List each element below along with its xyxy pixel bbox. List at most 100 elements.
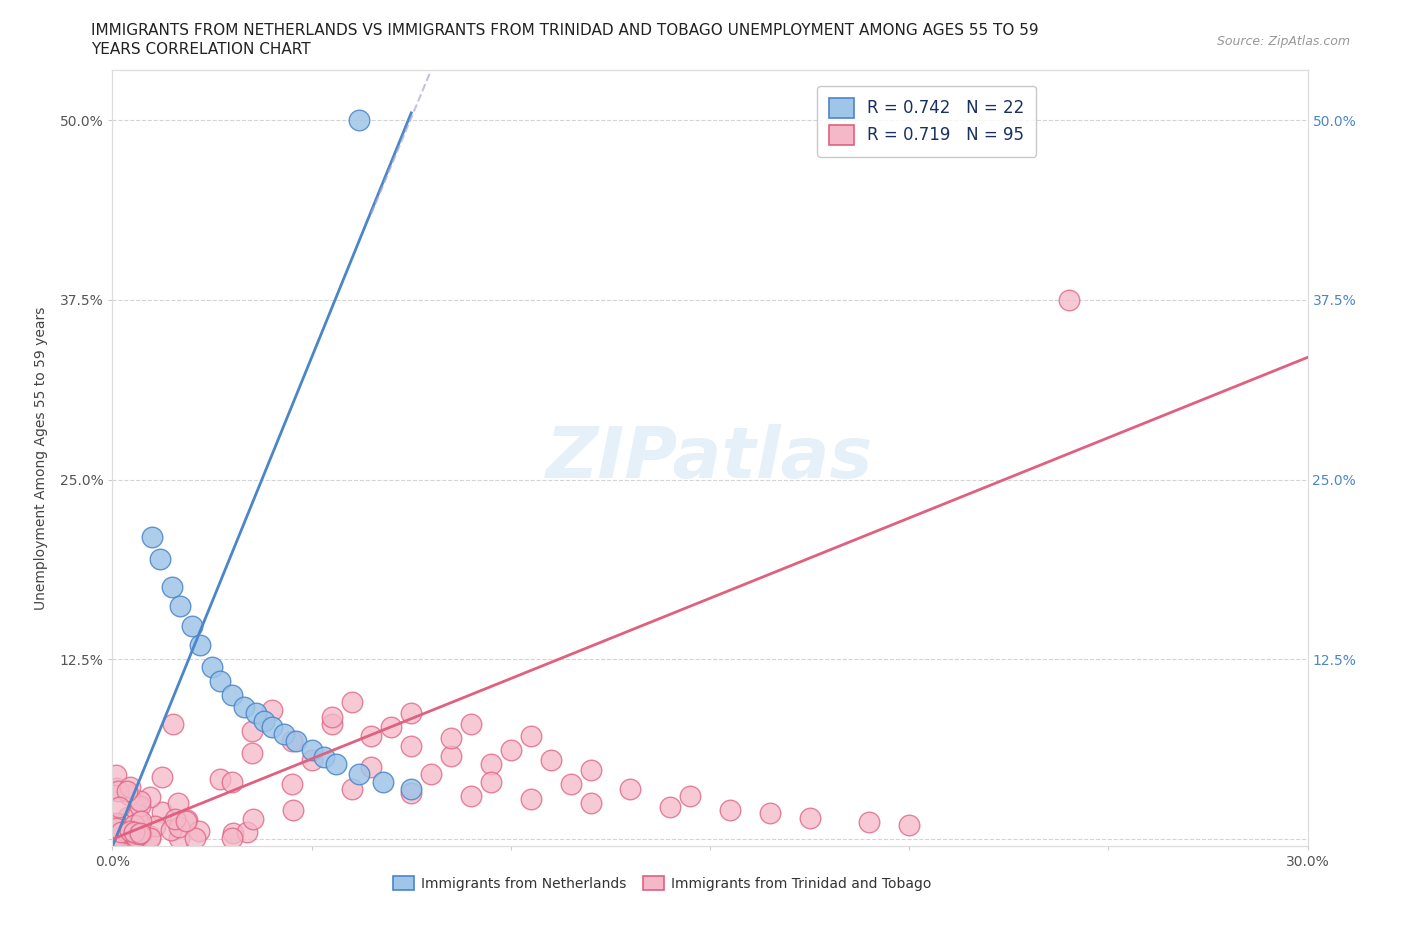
Point bbox=[150, 770, 173, 785]
Point bbox=[141, 530, 163, 545]
Text: ZIPatlas: ZIPatlas bbox=[547, 423, 873, 493]
Point bbox=[401, 705, 423, 720]
Point bbox=[440, 749, 463, 764]
Point bbox=[120, 824, 142, 839]
Point bbox=[128, 827, 150, 842]
Point bbox=[325, 757, 347, 772]
Point bbox=[858, 815, 880, 830]
Point bbox=[105, 817, 128, 831]
Point bbox=[236, 824, 259, 839]
Point bbox=[118, 788, 141, 803]
Point bbox=[460, 789, 482, 804]
Point bbox=[120, 780, 142, 795]
Point bbox=[253, 713, 276, 728]
Point bbox=[176, 813, 198, 828]
Point bbox=[125, 807, 148, 822]
Point bbox=[129, 794, 152, 809]
Point bbox=[188, 638, 211, 653]
Point bbox=[401, 786, 423, 801]
Point bbox=[139, 790, 162, 804]
Point bbox=[321, 710, 343, 724]
Point bbox=[162, 580, 183, 595]
Point bbox=[240, 724, 263, 738]
Point bbox=[420, 767, 443, 782]
Point bbox=[401, 781, 423, 796]
Point bbox=[181, 618, 204, 633]
Text: Source: ZipAtlas.com: Source: ZipAtlas.com bbox=[1216, 35, 1350, 48]
Point bbox=[118, 825, 141, 840]
Point bbox=[128, 798, 150, 813]
Point bbox=[105, 830, 128, 844]
Point bbox=[105, 767, 128, 782]
Y-axis label: Unemployment Among Ages 55 to 59 years: Unemployment Among Ages 55 to 59 years bbox=[35, 306, 48, 610]
Point bbox=[233, 699, 256, 714]
Point bbox=[273, 726, 295, 741]
Point bbox=[150, 805, 173, 820]
Point bbox=[340, 695, 363, 710]
Point bbox=[107, 783, 129, 798]
Point bbox=[105, 820, 128, 835]
Text: IMMIGRANTS FROM NETHERLANDS VS IMMIGRANTS FROM TRINIDAD AND TOBAGO UNEMPLOYMENT : IMMIGRANTS FROM NETHERLANDS VS IMMIGRANT… bbox=[91, 23, 1039, 38]
Point bbox=[110, 825, 132, 840]
Point bbox=[221, 825, 243, 840]
Point bbox=[499, 742, 522, 757]
Point bbox=[718, 803, 741, 817]
Point bbox=[143, 818, 166, 833]
Point bbox=[759, 805, 782, 820]
Point bbox=[160, 823, 183, 838]
Point bbox=[124, 825, 146, 840]
Point bbox=[221, 688, 243, 703]
Point bbox=[340, 781, 363, 796]
Point bbox=[380, 720, 402, 735]
Point bbox=[460, 717, 482, 732]
Point bbox=[167, 820, 190, 835]
Point bbox=[108, 829, 131, 844]
Point bbox=[108, 800, 131, 815]
Point bbox=[105, 781, 128, 796]
Point bbox=[167, 795, 190, 810]
Point bbox=[540, 752, 562, 767]
Point bbox=[799, 810, 821, 825]
Point bbox=[619, 781, 641, 796]
Point bbox=[122, 817, 145, 832]
Point bbox=[122, 827, 145, 842]
Point bbox=[209, 673, 232, 688]
Point bbox=[659, 800, 682, 815]
Point bbox=[360, 760, 382, 775]
Point bbox=[169, 830, 191, 845]
Point bbox=[349, 113, 371, 127]
Point bbox=[105, 816, 128, 830]
Point bbox=[209, 772, 232, 787]
Point bbox=[188, 823, 211, 838]
Point bbox=[1057, 292, 1080, 307]
Point bbox=[281, 803, 304, 817]
Point bbox=[114, 825, 136, 840]
Point bbox=[349, 767, 371, 782]
Point bbox=[360, 728, 382, 743]
Point bbox=[221, 774, 243, 789]
Point bbox=[284, 734, 307, 749]
Point bbox=[281, 734, 304, 749]
Point bbox=[201, 659, 224, 674]
Point bbox=[245, 705, 267, 720]
Point bbox=[479, 757, 502, 772]
Point bbox=[440, 731, 463, 746]
Point bbox=[110, 830, 132, 845]
Text: YEARS CORRELATION CHART: YEARS CORRELATION CHART bbox=[91, 42, 311, 57]
Point bbox=[129, 826, 152, 841]
Point bbox=[560, 777, 582, 792]
Point bbox=[579, 763, 602, 777]
Point bbox=[321, 717, 343, 732]
Point bbox=[174, 814, 197, 829]
Point bbox=[162, 717, 184, 732]
Point bbox=[579, 796, 602, 811]
Point bbox=[111, 816, 134, 830]
Point bbox=[898, 817, 921, 832]
Point bbox=[479, 774, 502, 789]
Point bbox=[149, 551, 172, 566]
Point bbox=[128, 826, 150, 841]
Point bbox=[125, 830, 148, 844]
Point bbox=[242, 811, 264, 826]
Point bbox=[169, 599, 191, 614]
Point bbox=[401, 738, 423, 753]
